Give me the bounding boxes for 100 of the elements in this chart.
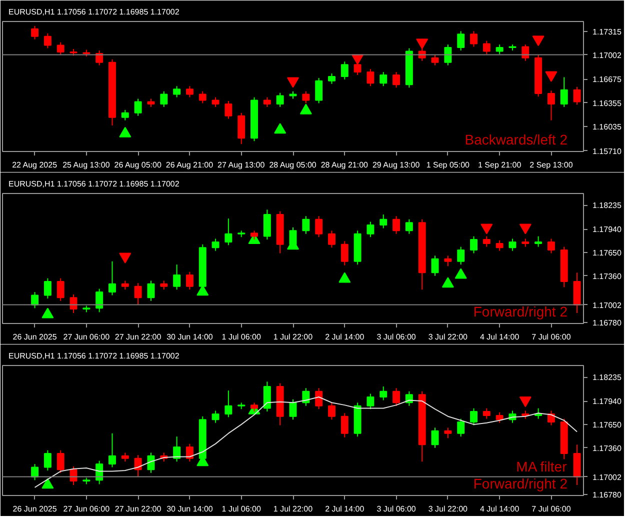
x-tick-label: 27 Jun 22:00 [114, 504, 162, 514]
candlestick [380, 72, 388, 87]
x-tick-label: 7 Jul 06:00 [532, 332, 572, 342]
candlestick [212, 238, 220, 252]
x-tick-label: 4 Jul 14:00 [480, 504, 520, 514]
ref-line-label: 1.17002 [592, 472, 622, 482]
point [300, 104, 312, 114]
candlestick [302, 216, 310, 234]
candlestick [508, 238, 516, 252]
x-tick-label: 26 Aug 21:00 [166, 160, 214, 170]
candlestick [263, 381, 271, 412]
x-tick-label: 1 Jul 22:00 [273, 504, 314, 514]
candlestick [186, 271, 194, 290]
candlestick [289, 398, 297, 420]
candlestick [328, 230, 336, 248]
candlestick [470, 236, 478, 254]
candlestick [224, 100, 232, 120]
candlestick [44, 32, 52, 49]
y-tick-label: 1.17315 [592, 28, 622, 37]
candlestick [470, 30, 478, 48]
candlestick [173, 264, 181, 290]
y-tick-label: 1.15710 [592, 146, 622, 156]
ref-line-label: 1.17002 [592, 50, 622, 60]
x-tick-label: 26 Aug 05:00 [114, 160, 162, 170]
candlestick [482, 408, 490, 420]
y-tick-label: 1.16780 [592, 318, 622, 328]
candlestick [380, 214, 388, 229]
candlestick [108, 432, 116, 468]
point [416, 38, 428, 50]
y-tick-label: 1.17360 [592, 444, 622, 453]
candlestick [96, 288, 104, 313]
ref-line-label: 1.17002 [592, 300, 622, 310]
y-tick-label: 1.17650 [592, 248, 622, 258]
x-tick-label: 3 Jul 06:00 [376, 332, 416, 342]
y-tick-label: 1.16035 [592, 122, 622, 132]
candlestick [340, 412, 348, 438]
candlestick [173, 86, 181, 98]
annotation: MA filter [516, 458, 568, 474]
x-tick-label: 1 Jul 06:00 [222, 332, 262, 342]
x-tick-label: 22 Aug 2025 [12, 160, 58, 170]
candlestick [108, 260, 116, 296]
y-tick-label: 1.18235 [592, 201, 622, 210]
x-tick-label: 29 Aug 13:00 [372, 160, 420, 170]
point [274, 123, 286, 134]
candlestick [482, 40, 490, 55]
x-tick-label: 26 Jun 2025 [12, 504, 58, 514]
candlestick [263, 96, 271, 108]
candlestick [457, 30, 465, 51]
candlestick [380, 386, 388, 401]
annotation: Forward/right 2 [473, 476, 568, 492]
candlestick [44, 450, 52, 471]
x-tick-label: 3 Jul 06:00 [376, 504, 416, 514]
x-tick-label: 26 Jun 2025 [12, 332, 58, 342]
y-tick-label: 1.16355 [592, 98, 622, 108]
candlestick [96, 50, 104, 66]
point [42, 308, 54, 318]
candlestick [496, 44, 504, 55]
candlestick [444, 44, 452, 66]
candlestick [173, 436, 181, 462]
x-tick-label: 7 Jul 06:00 [532, 504, 572, 514]
point [532, 36, 544, 46]
candlestick [238, 112, 246, 145]
point [338, 272, 351, 283]
candlestick [496, 412, 504, 424]
candlestick [444, 255, 452, 267]
candlestick [134, 454, 142, 478]
candlestick [315, 388, 323, 410]
chart-title: EURUSD,H1 1.17056 1.17072 1.16985 1.17002 [8, 8, 180, 16]
x-tick-label: 3 Jul 22:00 [428, 504, 468, 514]
point [42, 478, 54, 489]
y-tick-label: 1.16780 [592, 490, 622, 500]
candlestick [366, 68, 374, 87]
y-tick-label: 1.17650 [592, 420, 622, 430]
candlestick [147, 280, 155, 302]
candlestick [56, 42, 64, 56]
x-tick-label: 2 Jul 14:00 [325, 332, 365, 342]
candlestick [263, 209, 271, 240]
x-tick-label: 25 Aug 13:00 [62, 160, 110, 170]
candlestick [224, 390, 232, 418]
point [454, 268, 467, 279]
annotation: Forward/right 2 [473, 304, 568, 320]
candlestick [405, 218, 413, 234]
x-tick-label: 1 Sep 05:00 [426, 160, 470, 170]
candlestick [315, 216, 323, 238]
x-tick-label: 28 Aug 05:00 [269, 160, 317, 170]
candlestick [186, 443, 194, 462]
y-tick-label: 1.16675 [592, 75, 622, 84]
x-tick-label: 3 Jul 22:00 [428, 332, 468, 342]
candlestick [186, 86, 194, 98]
x-tick-label: 30 Jun 14:00 [166, 504, 214, 514]
candlestick [224, 218, 232, 246]
y-tick-label: 1.18235 [592, 373, 622, 382]
candlestick [560, 76, 568, 108]
candlestick [470, 408, 478, 426]
candlestick [431, 255, 439, 276]
candlestick [31, 292, 39, 309]
x-tick-label: 4 Jul 14:00 [480, 332, 520, 342]
point [442, 277, 454, 288]
y-tick-label: 1.17940 [592, 225, 622, 234]
chart-title: EURUSD,H1 1.17056 1.17072 1.16985 1.17002 [8, 180, 180, 188]
